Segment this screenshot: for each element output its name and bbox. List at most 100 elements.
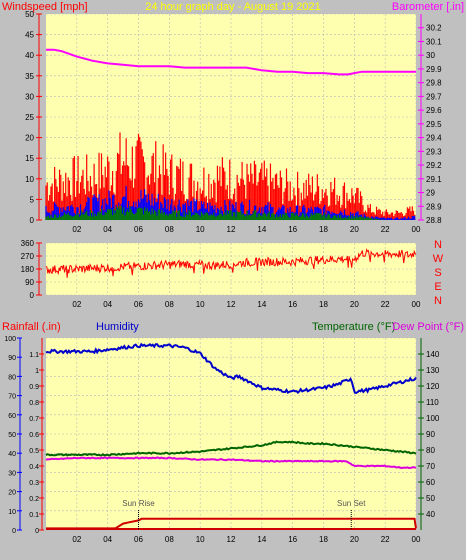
compass-label: E	[434, 281, 441, 293]
temperature-tick-label: 50	[426, 494, 435, 503]
compass-label: N	[434, 295, 442, 307]
climate-x-tick-label: 10	[196, 535, 205, 544]
temperature-tick-label: 70	[426, 462, 435, 471]
humidity-tick-label: 80	[8, 374, 16, 381]
direction-x-tick-label: 16	[288, 300, 297, 309]
wind-x-tick-label: 20	[350, 225, 359, 234]
temperature-tick-label: 110	[426, 398, 439, 407]
chart-title: 24 hour graph day - August 19 2021	[145, 1, 321, 13]
temperature-line	[45, 440, 417, 457]
barometer-tick-label: 28.9	[426, 202, 442, 211]
humidity-line	[45, 342, 417, 395]
wind-tick-label: 35	[25, 72, 34, 81]
barometer-axis-title: Barometer [.in]	[392, 1, 464, 13]
humidity-tick-label: 90	[8, 355, 16, 362]
humidity-tick-label: 40	[8, 451, 16, 458]
barometer-tick-label: 30.2	[426, 24, 442, 33]
rain-tick-label: 0.8	[29, 400, 39, 407]
barometer-tick-label: 29.5	[426, 120, 442, 129]
rain-tick-label: 0.6	[29, 432, 39, 439]
wind-tick-label: 50	[25, 10, 34, 19]
humidity-tick-label: 60	[8, 413, 16, 420]
wind-tick-label: 20	[25, 134, 34, 143]
wind-tick-label: 30	[25, 92, 34, 101]
compass-label: S	[434, 267, 441, 279]
barometer-tick-label: 29.7	[426, 92, 442, 101]
climate-x-tick-label: 00	[412, 535, 421, 544]
direction-x-tick-label: 04	[103, 300, 112, 309]
direction-x-tick-label: 06	[134, 300, 143, 309]
rain-tick-label: 1.1	[29, 352, 39, 359]
barometer-tick-label: 30	[426, 51, 435, 60]
wind-axis-title: Windspeed [mph]	[2, 1, 88, 13]
climate-x-tick-label: 06	[134, 535, 143, 544]
dewpoint-line	[45, 456, 417, 470]
temperature-tick-label: 80	[426, 446, 435, 455]
climate-x-tick-label: 02	[72, 535, 81, 544]
rain-tick-label: 0.9	[29, 384, 39, 391]
direction-x-tick-label: 20	[350, 300, 359, 309]
humidity-axis-title: Humidity	[96, 321, 139, 333]
wind-x-tick-label: 02	[72, 225, 81, 234]
barometer-tick-label: 29	[426, 189, 435, 198]
compass-label: W	[433, 253, 444, 265]
direction-tick-label: 360	[21, 239, 35, 248]
dewpoint-axis-title: Dew Point (°F)	[392, 321, 464, 333]
temperature-tick-label: 130	[426, 366, 440, 375]
temperature-tick-label: 40	[426, 510, 435, 519]
humidity-tick-label: 10	[8, 509, 16, 516]
direction-tick-label: 90	[25, 278, 34, 287]
wind-tick-label: 5	[30, 195, 35, 204]
wind-x-tick-label: 18	[319, 225, 328, 234]
barometer-tick-label: 29.8	[426, 79, 442, 88]
wind-tick-label: 10	[25, 175, 34, 184]
rain-tick-label: 0.5	[29, 448, 39, 455]
barometer-tick-label: 29.1	[426, 175, 442, 184]
barometer-tick-label: 29.4	[426, 134, 442, 143]
humidity-tick-label: 70	[8, 394, 16, 401]
climate-x-tick-label: 16	[288, 535, 297, 544]
temperature-axis-title: Temperature (°F)	[312, 321, 395, 333]
wind-tick-label: 45	[25, 31, 34, 40]
barometer-tick-label: 29.2	[426, 161, 442, 170]
wind-tick-label: 40	[25, 51, 34, 60]
climate-x-tick-label: 20	[350, 535, 359, 544]
temperature-tick-label: 90	[426, 430, 435, 439]
barometer-tick-label: 28.8	[426, 216, 442, 225]
wind-tick-label: 0	[30, 216, 35, 225]
climate-x-tick-label: 22	[381, 535, 390, 544]
humidity-tick-label: 0	[12, 528, 16, 535]
temperature-tick-label: 120	[426, 382, 440, 391]
direction-tick-label: 0	[30, 291, 35, 300]
rain-tick-label: 0.7	[29, 416, 39, 423]
wind-tick-label: 15	[25, 154, 34, 163]
direction-tick-label: 180	[21, 265, 35, 274]
climate-x-tick-label: 14	[257, 535, 266, 544]
direction-x-tick-label: 12	[227, 300, 236, 309]
wind-tick-label: 25	[25, 113, 34, 122]
wind-x-tick-label: 12	[227, 225, 236, 234]
sunset-label: Sun Set	[337, 499, 366, 508]
climate-x-tick-label: 04	[103, 535, 112, 544]
humidity-tick-label: 30	[8, 470, 16, 477]
rain-tick-label: 0.4	[29, 464, 39, 471]
humidity-tick-label: 50	[8, 432, 16, 439]
rain-tick-label: 0.2	[29, 496, 39, 503]
temperature-tick-label: 100	[426, 414, 440, 423]
sunrise-label: Sun Rise	[122, 499, 155, 508]
wind-direction-line	[45, 247, 417, 278]
direction-x-tick-label: 10	[196, 300, 205, 309]
barometer-tick-label: 29.6	[426, 106, 442, 115]
barometer-line	[46, 48, 416, 76]
rain-tick-label: 0.3	[29, 480, 39, 487]
barometer-tick-label: 29.9	[426, 65, 442, 74]
wind-x-tick-label: 00	[412, 225, 421, 234]
compass-label: N	[434, 239, 442, 251]
rain-tick-label: 0	[35, 528, 39, 535]
direction-x-tick-label: 18	[319, 300, 328, 309]
rainfall-axis-title: Rainfall (.in)	[2, 321, 61, 333]
wind-x-tick-label: 10	[196, 225, 205, 234]
direction-x-tick-label: 14	[257, 300, 266, 309]
humidity-tick-label: 20	[8, 490, 16, 497]
